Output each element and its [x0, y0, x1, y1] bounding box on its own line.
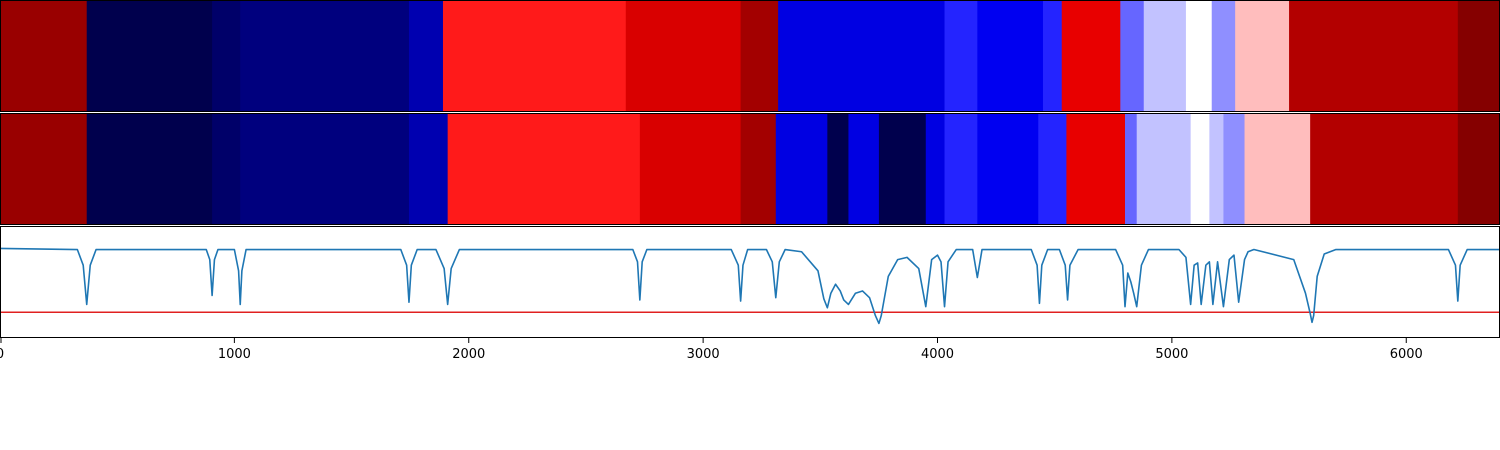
heatmap-cell — [1289, 0, 1459, 112]
heatmap-cell — [944, 0, 978, 112]
heatmap-cell — [1185, 0, 1213, 112]
heatmap-cell — [848, 113, 880, 225]
x-tick-label: 1000 — [218, 347, 251, 362]
heatmap-cell — [442, 0, 627, 112]
heatmap-cell — [240, 0, 410, 112]
heatmap-cell — [1457, 0, 1500, 112]
x-tick-label: 3000 — [687, 347, 720, 362]
heatmap-cell — [86, 113, 213, 225]
heatmap-cell — [1211, 0, 1236, 112]
heatmap-cell — [212, 113, 241, 225]
heatmap-cell — [740, 0, 779, 112]
heatmap-cell — [1457, 113, 1500, 225]
heatmap-cell — [944, 113, 978, 225]
x-tick-label: 4000 — [921, 347, 954, 362]
heatmap-cell — [1125, 113, 1138, 225]
heatmap-cell — [775, 113, 828, 225]
heatmap-cell — [1120, 0, 1145, 112]
line-panel — [0, 226, 1500, 338]
heatmap-cell — [408, 0, 444, 112]
x-tick-label: 2000 — [452, 347, 485, 362]
heatmap-cell — [878, 113, 927, 225]
heatmap-cell — [639, 113, 742, 225]
heatmap-cell — [1061, 0, 1121, 112]
heatmap-cell — [925, 113, 946, 225]
heatmap-cell — [1136, 113, 1192, 225]
heatmap-cell — [447, 113, 641, 225]
heatmap-cell — [1235, 0, 1290, 112]
heatmap-cell — [0, 0, 88, 112]
heatmap-cell — [1143, 0, 1187, 112]
heatmap-cell — [1223, 113, 1246, 225]
heatmap-cell — [1042, 0, 1063, 112]
heatmap-cell — [1310, 113, 1459, 225]
heatmap-cell — [240, 113, 410, 225]
heatmap-cell — [625, 0, 742, 112]
x-tick-label: 0 — [0, 347, 4, 362]
heatmap-cell — [1066, 113, 1126, 225]
series-line — [0, 247, 1500, 325]
x-axis: 0 1000 2000 3000 4000 5000 6000 — [0, 338, 1423, 362]
heatmap-cell — [408, 113, 449, 225]
heatmap-cell — [1209, 113, 1225, 225]
x-tick-label: 5000 — [1155, 347, 1188, 362]
heatmap-bottom — [0, 113, 1500, 225]
heatmap-cell — [1038, 113, 1068, 225]
heatmap-cell — [212, 0, 241, 112]
heatmap-cell — [778, 0, 946, 112]
panel-frame — [0, 226, 1500, 338]
heatmap-cell — [977, 113, 1039, 225]
heatmap-cell — [827, 113, 850, 225]
heatmap-cell — [0, 113, 88, 225]
heatmap-cell — [86, 0, 213, 112]
heatmap-cell — [1190, 113, 1210, 225]
heatmap-top — [0, 0, 1500, 112]
heatmap-cell — [977, 0, 1044, 112]
heatmap-cell — [740, 113, 777, 225]
heatmap-cell — [1244, 113, 1311, 225]
x-tick-label: 6000 — [1390, 347, 1423, 362]
